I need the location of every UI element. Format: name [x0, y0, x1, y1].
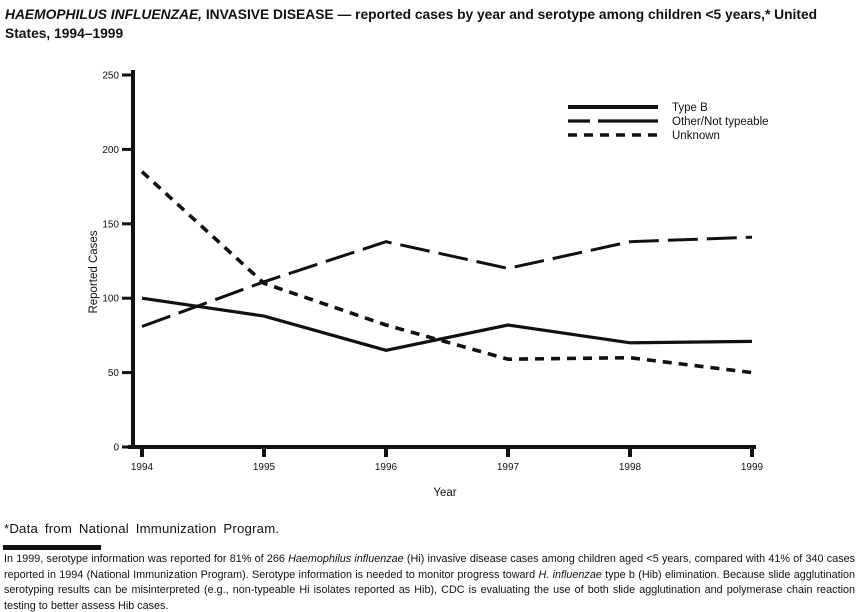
- x-tick-label: 1995: [253, 462, 276, 473]
- caption-segment: (Hi) invasive disease cases among childr…: [4, 553, 855, 581]
- caption-segment: type b (Hib) elimination. Because slide …: [4, 568, 855, 612]
- caption-text: In 1999, serotype information was report…: [4, 552, 855, 612]
- y-tick-label: 0: [113, 443, 119, 454]
- source-footnote: *Data from National Immunization Program…: [4, 521, 280, 536]
- caption-segment: In 1999, serotype information was report…: [4, 553, 289, 565]
- x-axis-label: Year: [433, 487, 456, 499]
- series-line-other-not-typeable: [141, 235, 753, 328]
- series-line-unknown: [140, 170, 753, 375]
- y-tick-label: 200: [102, 145, 119, 156]
- series-line-type-b: [141, 296, 753, 352]
- x-tick-label: 1997: [497, 462, 520, 473]
- x-tick-label: 1994: [131, 462, 154, 473]
- x-tick-label: 1999: [741, 462, 764, 473]
- caption-species-name: Haemophilus influenzae: [288, 553, 404, 565]
- y-tick-label: 150: [102, 219, 119, 230]
- divider-rule: [3, 545, 101, 550]
- y-tick-label: 250: [102, 71, 119, 82]
- x-tick-label: 1996: [375, 462, 398, 473]
- y-axis-label: Reported Cases: [88, 230, 100, 313]
- caption-species-name: H. influenzae: [538, 568, 602, 581]
- y-tick-label: 50: [108, 368, 120, 379]
- x-tick-label: 1998: [619, 462, 642, 473]
- legend-label-other-not-typeable: Other/Not typeable: [672, 116, 769, 128]
- line-chart: 0 50 100 150 200 250 1994 1995 1996 1997 1998 1999 Y…: [88, 70, 769, 499]
- title-regular-part: INVASIVE DISEASE — reported cases by yea…: [5, 7, 818, 42]
- chart-title: HAEMOPHILUS INFLUENZAE, INVASIVE DISEASE…: [5, 5, 857, 44]
- legend-label-type-b: Type B: [672, 102, 708, 114]
- title-italic-part: HAEMOPHILUS INFLUENZAE,: [5, 7, 202, 22]
- y-tick-label: 100: [102, 294, 119, 305]
- legend-label-unknown: Unknown: [672, 130, 720, 142]
